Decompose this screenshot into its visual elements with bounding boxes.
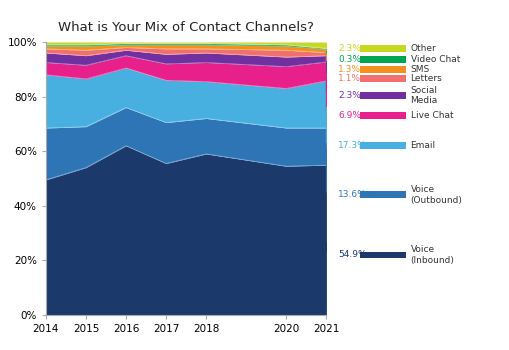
Text: Social
Media: Social Media (410, 85, 437, 105)
Text: 17.3%: 17.3% (338, 141, 366, 150)
Text: Email: Email (410, 141, 435, 150)
Text: 6.9%: 6.9% (338, 111, 361, 120)
FancyBboxPatch shape (360, 92, 405, 99)
Text: 13.6%: 13.6% (338, 190, 366, 199)
FancyBboxPatch shape (360, 112, 405, 119)
FancyBboxPatch shape (360, 191, 405, 198)
Text: 1.3%: 1.3% (338, 65, 361, 74)
Text: Letters: Letters (410, 74, 441, 83)
FancyBboxPatch shape (360, 66, 405, 73)
FancyBboxPatch shape (360, 142, 405, 149)
Text: Video Chat: Video Chat (410, 55, 459, 64)
Text: Voice
(Inbound): Voice (Inbound) (410, 245, 454, 265)
FancyBboxPatch shape (360, 56, 405, 63)
Text: 2.3%: 2.3% (338, 91, 360, 100)
FancyBboxPatch shape (360, 46, 405, 52)
Text: 1.1%: 1.1% (338, 74, 361, 83)
Text: 54.9%: 54.9% (338, 251, 366, 259)
Text: Voice
(Outbound): Voice (Outbound) (410, 185, 462, 205)
FancyBboxPatch shape (360, 252, 405, 258)
Text: Other: Other (410, 44, 435, 53)
FancyBboxPatch shape (360, 76, 405, 82)
Text: 2.3%: 2.3% (338, 44, 360, 53)
Text: SMS: SMS (410, 65, 429, 74)
Text: 0.3%: 0.3% (338, 55, 361, 64)
Title: What is Your Mix of Contact Channels?: What is Your Mix of Contact Channels? (58, 21, 314, 34)
Text: Live Chat: Live Chat (410, 111, 453, 120)
